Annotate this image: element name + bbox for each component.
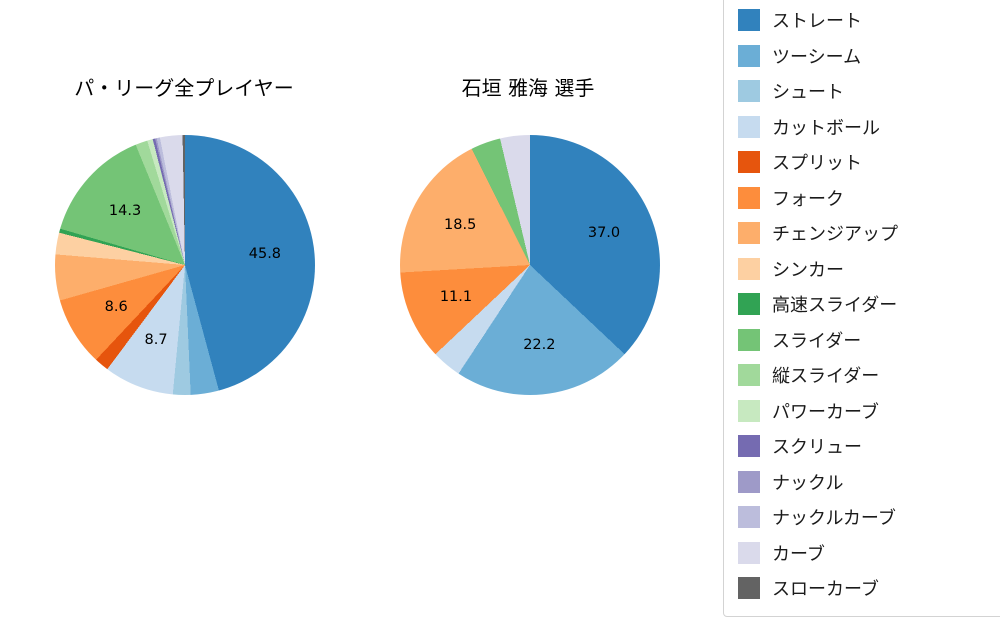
legend-label: スローカーブ xyxy=(772,579,879,600)
legend-item-16: スローカーブ xyxy=(738,577,1000,600)
legend-item-12: スクリュー xyxy=(738,435,1000,458)
pie-value-label: 18.5 xyxy=(444,216,477,233)
legend-label: シュート xyxy=(772,82,844,103)
legend-item-5: フォーク xyxy=(738,186,1000,210)
legend-label: スライダー xyxy=(772,330,862,352)
legend-swatch-icon xyxy=(738,44,760,67)
legend-swatch-icon xyxy=(738,435,760,457)
legend-label: チェンジアップ xyxy=(772,224,898,245)
legend-item-4: スプリット xyxy=(738,151,1000,174)
legend-item-11: パワーカーブ xyxy=(738,399,1000,423)
legend-item-15: カーブ xyxy=(738,541,1000,565)
legend-swatch-icon xyxy=(738,399,760,422)
chart-title-player: 石垣 雅海 選手 xyxy=(461,76,595,100)
legend-item-6: チェンジアップ xyxy=(738,222,1000,245)
legend-label: カットボール xyxy=(772,117,880,139)
legend-item-13: ナックル xyxy=(738,470,1000,494)
pie-value-label: 22.2 xyxy=(523,337,556,354)
legend-swatch-icon xyxy=(738,293,760,315)
legend-swatch-icon xyxy=(738,257,760,280)
legend-label: フォーク xyxy=(772,188,844,210)
legend-swatch-icon xyxy=(738,151,760,173)
legend-item-9: スライダー xyxy=(738,328,1000,352)
pie-value-label: 8.7 xyxy=(144,332,168,349)
legend-label: スプリット xyxy=(772,153,862,174)
legend-label: ナックルカーブ xyxy=(772,508,896,529)
legend-swatch-icon xyxy=(738,541,760,564)
legend-item-10: 縦スライダー xyxy=(738,364,1000,387)
figure-canvas: パ・リーグ全プレイヤー 石垣 雅海 選手 45.8 8.7 8.6 14.3 37.0… xyxy=(55,0,1000,617)
legend: ストレートツーシームシュートカットボール スプリットフォークチェンジアップ シンカー… xyxy=(723,0,1000,617)
legend-swatch-icon xyxy=(738,364,760,386)
legend-item-3: カットボール xyxy=(738,115,1000,139)
legend-item-7: シンカー xyxy=(738,257,1000,281)
legend-label: ナックル xyxy=(772,472,844,494)
chart-title-league: パ・リーグ全プレイヤー xyxy=(74,76,294,100)
legend-label: スクリュー xyxy=(772,437,862,458)
legend-label: カーブ xyxy=(772,543,825,565)
pie-value-label: 8.6 xyxy=(104,298,128,315)
legend-item-14: ナックルカーブ xyxy=(738,506,1000,529)
legend-label: ツーシーム xyxy=(772,46,862,68)
legend-item-2: シュート xyxy=(738,80,1000,103)
legend-label: 縦スライダー xyxy=(772,366,880,387)
legend-label: パワーカーブ xyxy=(772,401,879,423)
legend-item-8: 高速スライダー xyxy=(738,293,1000,316)
legend-swatch-icon xyxy=(738,328,760,351)
pie-chart-league: 45.8 8.7 8.6 14.3 xyxy=(55,135,315,395)
legend-label: シンカー xyxy=(772,259,844,281)
legend-label: 高速スライダー xyxy=(772,295,898,316)
legend-label: ストレート xyxy=(772,11,862,32)
pie-value-label: 11.1 xyxy=(439,288,473,305)
pie-value-label: 14.3 xyxy=(108,203,142,220)
legend-swatch-icon xyxy=(738,470,760,493)
legend-swatch-icon xyxy=(738,186,760,209)
legend-swatch-icon xyxy=(738,80,760,102)
legend-swatch-icon xyxy=(738,9,760,31)
pie-chart-player: 37.0 22.2 11.1 18.5 xyxy=(400,135,660,395)
legend-swatch-icon xyxy=(738,506,760,528)
legend-swatch-icon xyxy=(738,115,760,138)
pie-value-label: 45.8 xyxy=(248,246,282,263)
legend-swatch-icon xyxy=(738,577,760,599)
legend-item-1: ツーシーム xyxy=(738,44,1000,68)
legend-item-0: ストレート xyxy=(738,9,1000,32)
pie-value-label: 37.0 xyxy=(587,225,621,242)
legend-swatch-icon xyxy=(738,222,760,244)
